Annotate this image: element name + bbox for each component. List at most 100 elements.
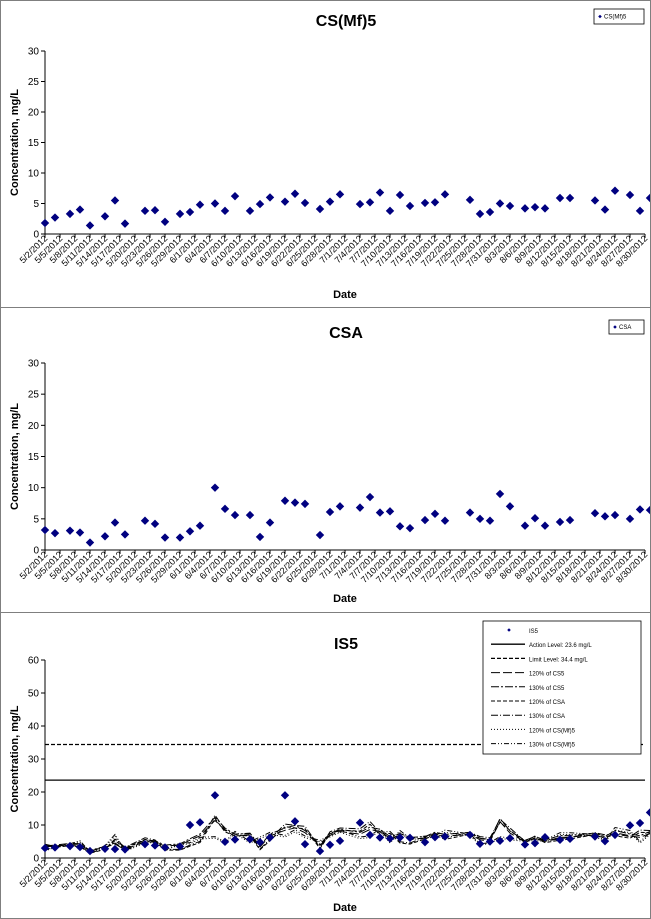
data-point [245, 510, 255, 520]
x-axis-label: Date [333, 593, 357, 605]
legend-label: IS5 [529, 629, 539, 635]
data-point [520, 204, 530, 213]
y-axis-label: Concentration, mg/L [9, 403, 21, 510]
y-tick-label: 30 [28, 359, 40, 370]
data-point [635, 206, 645, 216]
data-point [185, 527, 195, 536]
y-tick-label: 10 [28, 169, 40, 180]
data-point [645, 808, 650, 817]
data-point [100, 532, 110, 541]
data-point [335, 190, 345, 199]
data-point [555, 835, 565, 845]
data-point [420, 198, 430, 208]
data-point [315, 846, 325, 856]
data-point [195, 200, 205, 209]
data-point [75, 205, 85, 214]
data-point [50, 213, 60, 222]
x-axis-label: Date [333, 902, 357, 914]
data-point [300, 839, 310, 849]
data-point [540, 204, 550, 213]
y-tick-label: 15 [28, 138, 40, 149]
data-point [475, 209, 485, 219]
data-point [465, 830, 475, 840]
data-point [485, 516, 495, 525]
line-120-cs5 [44, 819, 650, 852]
line-130-csa [44, 814, 650, 854]
line-130-cs5 [44, 816, 650, 851]
data-point [120, 530, 130, 539]
data-point [230, 835, 240, 844]
legend-label: 120% of CSA [529, 700, 565, 706]
data-point [485, 207, 495, 217]
line-120-csa [44, 817, 650, 854]
y-tick-label: 0 [33, 230, 39, 241]
legend-box [482, 620, 642, 755]
data-point [50, 528, 60, 538]
data-point [65, 209, 75, 219]
y-tick-label: 15 [28, 452, 40, 463]
legend-label: 130% of CS5 [529, 686, 565, 692]
data-point [375, 188, 385, 197]
data-point [635, 505, 645, 514]
y-tick-label: 0 [33, 854, 39, 865]
y-tick-label: 25 [28, 390, 40, 401]
data-point [635, 818, 645, 828]
data-point [600, 205, 610, 214]
data-point [315, 204, 325, 214]
chart-title: IS5 [334, 636, 358, 653]
legend-label: CSA [619, 325, 631, 331]
chart-panel-cs-mf5: CS(Mf)5 0 5 10 15 20 25 30 Concentration, mg/L 5/… [0, 0, 651, 308]
data-point [625, 190, 635, 200]
data-point [485, 837, 495, 846]
data-point [230, 510, 240, 520]
data-point [355, 199, 365, 209]
data-point [210, 199, 220, 208]
data-point [100, 844, 110, 853]
data-point [420, 515, 430, 525]
data-point [590, 509, 600, 518]
legend-label: 120% of CS5 [529, 672, 565, 678]
data-point [50, 843, 60, 852]
data-point [280, 197, 290, 206]
data-point [395, 190, 405, 200]
data-point [610, 830, 620, 840]
data-point [65, 841, 75, 851]
data-point [290, 498, 300, 507]
data-point [405, 201, 415, 211]
chart-title: CSA [329, 325, 363, 342]
data-point [325, 507, 335, 517]
data-point [185, 820, 195, 830]
legend-label: 120% of CS(Mf)5 [529, 728, 576, 734]
data-point [195, 818, 205, 827]
data-point [140, 839, 150, 849]
data-point [405, 523, 415, 533]
data-point [100, 212, 110, 221]
data-point [245, 834, 255, 844]
data-point [315, 530, 325, 540]
data-point [160, 843, 170, 852]
data-point [625, 821, 635, 830]
data-point [280, 791, 290, 800]
data-point [530, 838, 540, 848]
data-point [160, 533, 170, 542]
y-tick-label: 5 [33, 514, 39, 525]
data-point [355, 503, 365, 512]
data-point [465, 195, 475, 205]
y-tick-label: 25 [28, 77, 40, 88]
legend-box [593, 8, 645, 25]
data-point [210, 483, 220, 492]
chart-panel-csa: CSA 0 5 10 15 20 25 30 Concentration, mg/L 5/2/20… [0, 307, 651, 613]
data-point [565, 834, 575, 844]
data-point [495, 489, 505, 499]
data-point [150, 519, 160, 529]
data-point [75, 528, 85, 537]
chart-panel-is5: IS5 0 10 20 30 40 50 60 Concentration, mg/L 5/2/2… [0, 612, 651, 919]
line-130-csmf5 [44, 826, 650, 853]
data-point [465, 508, 475, 517]
data-point [475, 514, 485, 524]
data-point [375, 508, 385, 517]
y-tick-label: 30 [28, 755, 40, 766]
data-point [40, 218, 50, 228]
y-tick-label: 40 [28, 722, 40, 733]
